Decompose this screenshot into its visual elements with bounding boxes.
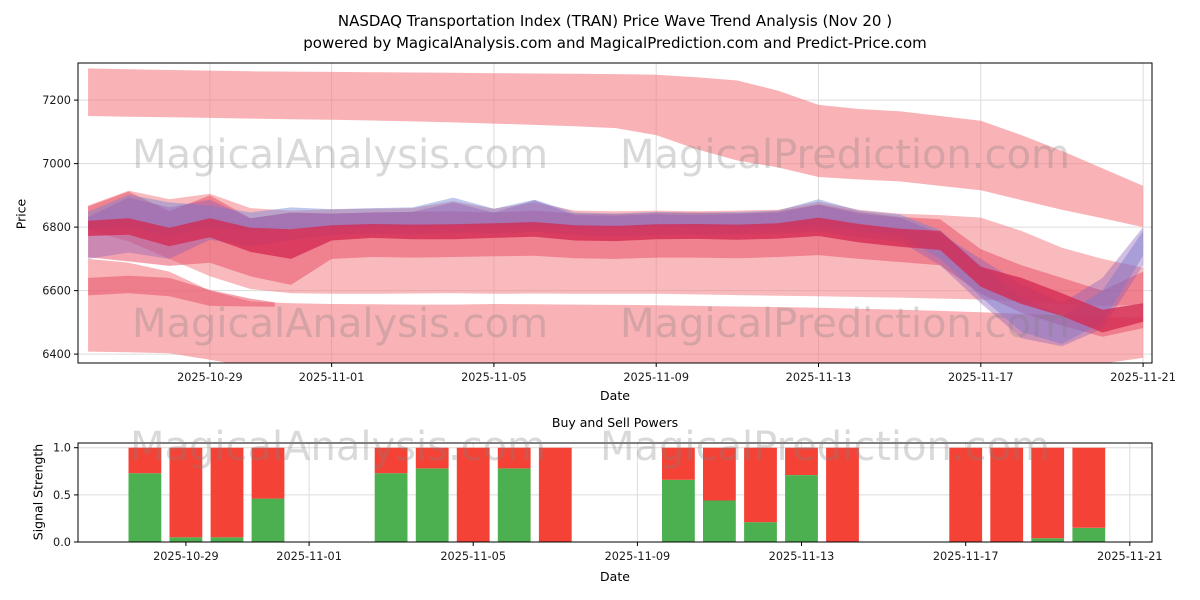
watermark-text: MagicalAnalysis.com [132, 301, 548, 347]
figure-title-line2: powered by MagicalAnalysis.com and Magic… [303, 34, 927, 52]
watermark-text: MagicalAnalysis.com [132, 132, 548, 178]
x-tick-label: 2025-11-01 [299, 371, 365, 384]
buy-bar [415, 468, 449, 542]
x-tick-label: 2025-11-05 [461, 371, 527, 384]
x-tick-label: 2025-11-17 [948, 371, 1014, 384]
y-tick-label: 0.5 [53, 489, 71, 502]
x-tick-label: 2025-10-29 [153, 550, 219, 563]
sell-bar [826, 447, 859, 542]
sell-bar [949, 447, 983, 542]
price-axis-label: Price [13, 198, 29, 230]
x-tick-label: 2025-11-05 [440, 550, 506, 563]
band-upper-forecast-band [88, 68, 1144, 228]
y-tick-label: 1.0 [53, 442, 71, 455]
sell-bar [990, 447, 1024, 542]
watermark-text: MagicalAnalysis.com [130, 424, 546, 470]
buy-bar [744, 522, 777, 542]
sell-bar [703, 447, 736, 501]
buy-bar [374, 473, 408, 542]
watermark-text: MagicalPrediction.com [620, 132, 1070, 178]
x-tick-label: 2025-11-21 [1110, 371, 1176, 384]
watermark-text: MagicalPrediction.com [600, 424, 1050, 470]
plot-border [77, 442, 1153, 543]
band-lower-forecast-band [88, 258, 1144, 363]
x-tick-label: 2025-10-29 [177, 371, 243, 384]
buy-bar [251, 498, 285, 542]
sell-bar [210, 447, 244, 538]
y-tick-label: 7000 [42, 158, 71, 171]
buy-bar [785, 475, 818, 542]
sell-bar [538, 447, 572, 542]
buy-bar [497, 468, 531, 542]
x-tick-label: 2025-11-13 [786, 371, 852, 384]
y-tick-label: 7200 [42, 94, 71, 107]
buy-sell-power-chart: 0.0 0.5 1.0 2025-10-29 2025-11-01 2025-11-05 2… [53, 424, 1163, 563]
signal-bars [128, 447, 1106, 542]
y-tick-label: 6800 [42, 221, 71, 234]
buy-bar [128, 473, 162, 542]
signal-chart-title: Buy and Sell Powers [551, 415, 679, 430]
band-crimson-core-band [88, 217, 1144, 333]
date-axis-label-bottom: Date [600, 569, 630, 584]
price-wave-chart: 6400 6600 6800 7000 7200 2025-10-29 2025-11-01… [42, 62, 1176, 384]
sell-bar [662, 447, 695, 480]
watermark-text: MagicalPrediction.com [620, 301, 1070, 347]
figure-title: NASDAQ Transportation Index (TRAN) Price… [78, 10, 1152, 54]
sell-bar [128, 447, 162, 474]
y-tick-label: 0.0 [53, 536, 71, 549]
x-tick-label: 2025-11-01 [276, 550, 342, 563]
buy-bar [703, 500, 736, 542]
sell-bar [374, 447, 408, 474]
x-tick-label: 2025-11-21 [1097, 550, 1163, 563]
buy-bar [1031, 538, 1065, 542]
plot-border [77, 62, 1153, 364]
tick-marks [74, 99, 1144, 367]
sell-bar [1072, 447, 1106, 528]
tick-marks [74, 447, 1131, 546]
buy-bar [169, 537, 203, 542]
y-tick-label: 6600 [42, 285, 71, 298]
sell-bar [456, 447, 490, 542]
sell-bar [497, 447, 531, 469]
buy-bar [1072, 527, 1106, 542]
x-tick-label: 2025-11-13 [769, 550, 835, 563]
x-tick-label: 2025-11-09 [605, 550, 671, 563]
x-tick-label: 2025-11-09 [623, 371, 689, 384]
sell-bar [1031, 447, 1065, 539]
y-tick-label: 6400 [42, 348, 71, 361]
sell-bar [785, 447, 818, 475]
sell-bar [251, 447, 285, 499]
date-axis-label-top: Date [600, 388, 630, 403]
wave-bands [88, 68, 1144, 363]
x-tick-label: 2025-11-17 [933, 550, 999, 563]
buy-bar [662, 479, 695, 542]
band-lower-red-strip [88, 275, 275, 307]
figure-title-line1: NASDAQ Transportation Index (TRAN) Price… [337, 12, 893, 30]
sell-bar [744, 447, 777, 523]
signal-strength-axis-label: Signal Strength [30, 443, 46, 541]
buy-bar [210, 537, 244, 542]
sell-bar [415, 447, 449, 469]
sell-bar [169, 447, 203, 538]
